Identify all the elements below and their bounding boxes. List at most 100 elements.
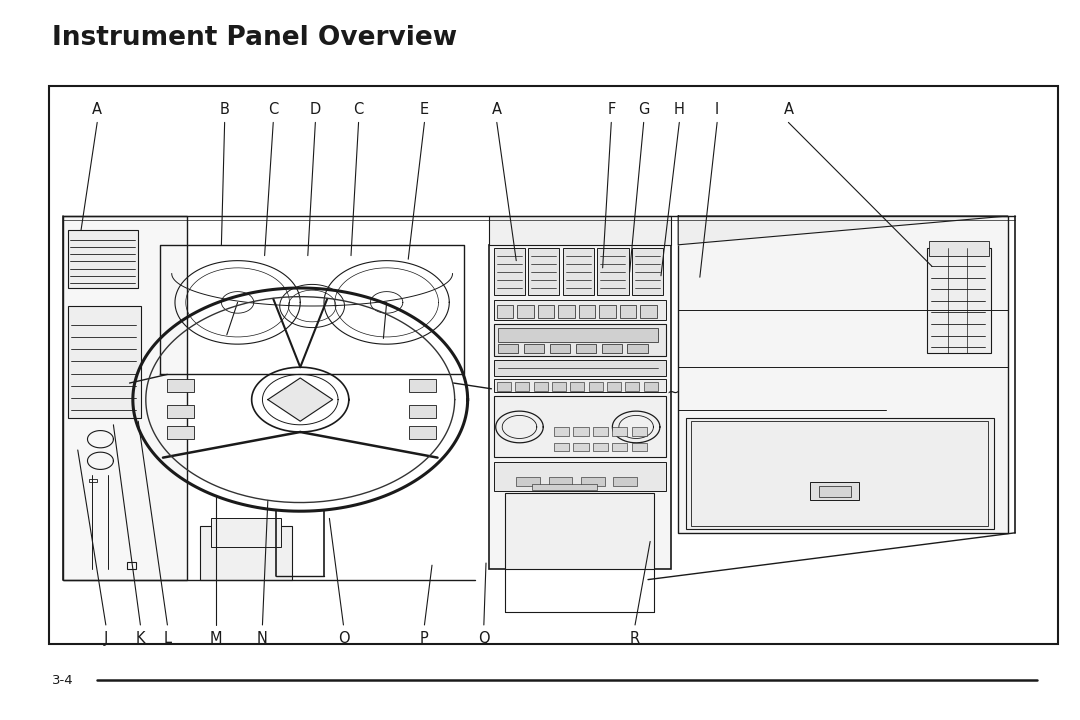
Bar (599, 305, 616, 318)
Bar (167, 379, 194, 392)
Text: A: A (92, 102, 103, 117)
Bar (632, 248, 663, 295)
Bar (498, 344, 518, 353)
Bar (573, 443, 589, 451)
Bar (570, 382, 584, 391)
Bar (127, 562, 136, 569)
Bar (494, 462, 666, 491)
Bar (494, 300, 666, 320)
Bar (524, 344, 544, 353)
Text: G: G (638, 102, 649, 117)
Text: E: E (420, 102, 429, 117)
Bar (89, 479, 97, 482)
Bar (597, 248, 629, 295)
Bar (489, 216, 671, 245)
Bar (593, 443, 608, 451)
Bar (534, 382, 548, 391)
Bar (602, 344, 622, 353)
Bar (929, 241, 989, 256)
Bar (550, 344, 570, 353)
Bar (528, 248, 559, 295)
Bar (549, 477, 572, 486)
Text: Q: Q (478, 631, 489, 646)
Text: M: M (210, 631, 222, 646)
Bar (489, 245, 671, 569)
Text: C: C (268, 102, 279, 117)
Bar (686, 418, 994, 529)
Bar (691, 421, 988, 526)
Bar (49, 86, 1058, 644)
Bar (563, 248, 594, 295)
Bar (678, 216, 1008, 533)
Bar (517, 305, 534, 318)
Bar (494, 379, 666, 392)
Bar (613, 477, 637, 486)
Bar (554, 427, 569, 436)
Text: D: D (310, 102, 321, 117)
Text: R: R (630, 631, 640, 646)
Bar (409, 426, 436, 439)
Bar (68, 306, 141, 418)
Text: ~: ~ (666, 385, 679, 400)
Bar (554, 443, 569, 451)
Bar (627, 344, 648, 353)
Text: N: N (257, 631, 268, 646)
Text: C: C (353, 102, 364, 117)
Bar (494, 396, 666, 457)
Text: B: B (219, 102, 230, 117)
Bar (927, 248, 991, 353)
Bar (494, 360, 666, 376)
Bar (612, 427, 627, 436)
Bar (576, 344, 596, 353)
Text: P: P (420, 631, 429, 646)
Bar (409, 379, 436, 392)
Bar (68, 230, 138, 288)
Text: I: I (715, 102, 719, 117)
Bar (538, 305, 554, 318)
Bar (63, 216, 187, 580)
Bar (632, 427, 647, 436)
Bar (558, 305, 575, 318)
Bar (573, 427, 589, 436)
Bar (505, 493, 654, 569)
Bar (167, 426, 194, 439)
Bar (612, 443, 627, 451)
Bar (579, 305, 595, 318)
Bar (581, 477, 605, 486)
Bar (810, 482, 859, 500)
Text: K: K (136, 631, 145, 646)
Bar (644, 382, 658, 391)
Text: A: A (783, 102, 794, 117)
Polygon shape (268, 378, 333, 421)
Text: Instrument Panel Overview: Instrument Panel Overview (52, 25, 457, 51)
Bar (498, 328, 658, 342)
Text: L: L (163, 631, 172, 646)
Bar (409, 405, 436, 418)
Bar (552, 382, 566, 391)
Bar (497, 382, 511, 391)
Bar (620, 305, 636, 318)
Bar (625, 382, 639, 391)
Bar (516, 477, 540, 486)
Bar (515, 382, 529, 391)
Text: H: H (674, 102, 685, 117)
Bar (494, 324, 666, 356)
Bar (607, 382, 621, 391)
Bar (593, 427, 608, 436)
Bar (211, 518, 281, 547)
Bar (632, 443, 647, 451)
Bar (532, 484, 597, 490)
Bar (200, 526, 292, 580)
Bar (819, 486, 851, 497)
Bar (167, 405, 194, 418)
Text: F: F (607, 102, 616, 117)
Bar (640, 305, 657, 318)
Text: O: O (338, 631, 349, 646)
Text: A: A (491, 102, 502, 117)
Bar (494, 248, 525, 295)
Bar (497, 305, 513, 318)
Text: J: J (104, 631, 108, 646)
Polygon shape (678, 216, 1008, 245)
Text: 3-4: 3-4 (52, 674, 73, 687)
Bar (589, 382, 603, 391)
